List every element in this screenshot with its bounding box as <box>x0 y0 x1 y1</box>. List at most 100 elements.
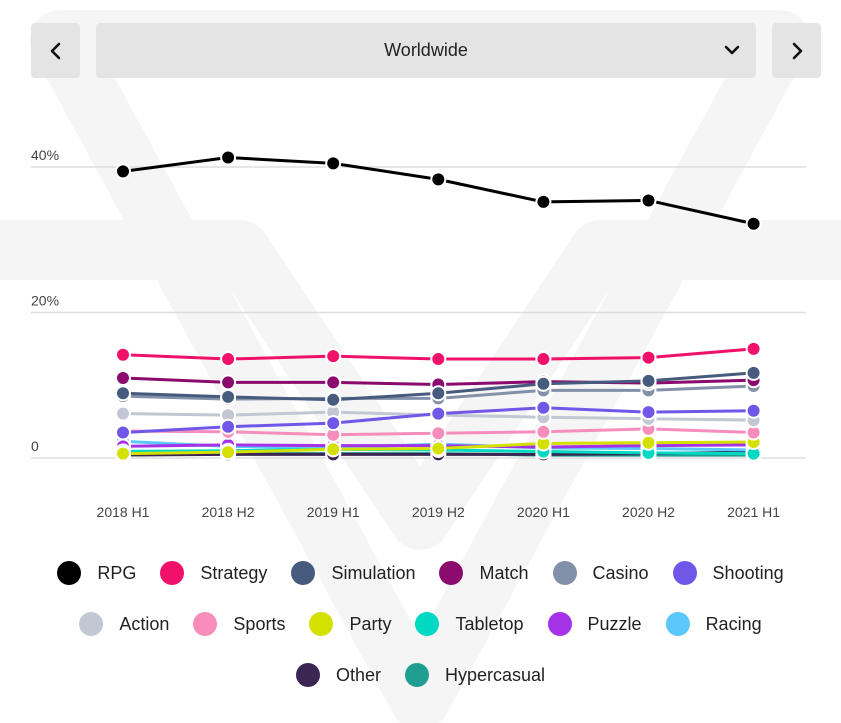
legend-row: RPG Strategy Simulation Match Casino Shooting <box>0 555 841 591</box>
data-point-simulation[interactable] <box>535 375 552 392</box>
data-point-rpg[interactable] <box>220 149 237 166</box>
legend-label: Action <box>119 613 170 634</box>
data-point-shooting[interactable] <box>745 402 762 419</box>
legend-item-sports[interactable]: Sports <box>193 612 285 636</box>
data-point-party[interactable] <box>430 440 447 457</box>
legend-swatch-shooting <box>672 561 697 585</box>
legend-swatch-tabletop <box>415 612 440 636</box>
data-point-shooting[interactable] <box>640 404 657 421</box>
x-tick-label: 2018 H1 <box>97 504 150 520</box>
region-dropdown-label: Worldwide <box>384 40 468 60</box>
legend-item-rpg[interactable]: RPG <box>57 561 136 585</box>
data-point-rpg[interactable] <box>745 215 762 232</box>
legend-item-tabletop[interactable]: Tabletop <box>415 612 524 636</box>
legend-item-action[interactable]: Action <box>79 612 169 636</box>
legend-item-other[interactable]: Other <box>295 663 381 687</box>
data-point-simulation[interactable] <box>430 385 447 402</box>
legend-swatch-simulation <box>291 561 316 585</box>
legend-swatch-other <box>295 663 320 687</box>
legend-swatch-rpg <box>57 561 82 585</box>
legend-swatch-strategy <box>160 561 185 585</box>
legend-item-match[interactable]: Match <box>439 561 529 585</box>
legend-label: Casino <box>592 562 649 583</box>
data-point-strategy[interactable] <box>745 340 762 357</box>
data-point-rpg[interactable] <box>325 155 342 172</box>
data-point-shooting[interactable] <box>430 405 447 422</box>
x-tick-label: 2020 H1 <box>517 504 570 520</box>
legend-item-racing[interactable]: Racing <box>665 612 762 636</box>
legend-label: RPG <box>97 562 137 583</box>
legend-item-strategy[interactable]: Strategy <box>160 561 267 585</box>
data-point-action[interactable] <box>115 405 131 422</box>
data-point-party[interactable] <box>640 434 657 451</box>
data-point-rpg[interactable] <box>640 192 657 209</box>
data-point-match[interactable] <box>220 374 237 391</box>
legend-label: Simulation <box>331 562 416 583</box>
legend-swatch-action <box>79 612 104 636</box>
legend-item-simulation[interactable]: Simulation <box>291 561 415 585</box>
data-point-simulation[interactable] <box>220 388 237 405</box>
chevron-down-icon <box>724 45 740 55</box>
legend-row: Other Hypercasual <box>0 657 841 693</box>
x-tick-label: 2018 H2 <box>202 504 255 520</box>
data-point-sports[interactable] <box>430 425 447 442</box>
legend-label: Party <box>349 613 392 634</box>
data-point-shooting[interactable] <box>325 415 342 432</box>
legend-label: Sports <box>233 613 286 634</box>
x-tick-label: 2019 H1 <box>307 504 360 520</box>
data-point-match[interactable] <box>325 374 342 391</box>
data-point-simulation[interactable] <box>115 385 131 402</box>
legend-label: Shooting <box>712 562 784 583</box>
x-tick-label: 2021 H1 <box>727 504 780 520</box>
legend-item-party[interactable]: Party <box>309 612 391 636</box>
data-point-simulation[interactable] <box>745 364 762 381</box>
data-point-rpg[interactable] <box>430 171 447 188</box>
data-point-simulation[interactable] <box>325 391 342 408</box>
line-chart: 0 20% 40% 2018 H1 2018 H2 2019 H1 2019 H2 2020… <box>31 147 806 520</box>
region-dropdown[interactable]: Worldwide <box>96 23 756 78</box>
data-point-shooting[interactable] <box>115 424 131 441</box>
legend-item-casino[interactable]: Casino <box>552 561 649 585</box>
previous-button[interactable] <box>31 23 80 78</box>
legend-item-puzzle[interactable]: Puzzle <box>547 612 642 636</box>
data-point-strategy[interactable] <box>325 348 342 365</box>
y-tick-label: 0 <box>31 438 39 454</box>
legend-swatch-party <box>309 612 334 636</box>
legend-label: Puzzle <box>587 613 642 634</box>
chart-legend: RPG Strategy Simulation Match Casino Shooting… <box>0 555 841 708</box>
x-tick-label: 2019 H2 <box>412 504 465 520</box>
data-point-party[interactable] <box>325 441 342 458</box>
legend-item-hypercasual[interactable]: Hypercasual <box>404 663 545 687</box>
legend-swatch-match <box>439 561 464 585</box>
legend-swatch-casino <box>552 561 577 585</box>
legend-label: Tabletop <box>455 613 524 634</box>
chevron-right-icon <box>792 42 802 59</box>
data-point-simulation[interactable] <box>640 372 657 389</box>
data-point-strategy[interactable] <box>640 349 657 366</box>
next-button[interactable] <box>772 23 821 78</box>
data-point-shooting[interactable] <box>220 418 237 435</box>
legend-item-shooting[interactable]: Shooting <box>672 561 784 585</box>
legend-label: Racing <box>705 613 762 634</box>
data-point-match[interactable] <box>115 369 131 386</box>
data-point-strategy[interactable] <box>430 351 447 368</box>
data-point-rpg[interactable] <box>535 193 552 210</box>
legend-label: Other <box>335 664 381 685</box>
legend-label: Match <box>479 562 529 583</box>
chevron-left-icon <box>50 42 60 59</box>
data-point-strategy[interactable] <box>535 351 552 368</box>
legend-label: Strategy <box>200 562 268 583</box>
data-point-sports[interactable] <box>535 423 552 440</box>
data-point-party[interactable] <box>115 445 131 462</box>
data-point-strategy[interactable] <box>115 346 131 363</box>
data-point-strategy[interactable] <box>220 351 237 368</box>
y-tick-label: 20% <box>31 293 59 309</box>
data-point-rpg[interactable] <box>115 163 131 180</box>
data-point-shooting[interactable] <box>535 399 552 416</box>
data-point-party[interactable] <box>220 444 237 461</box>
legend-swatch-puzzle <box>547 612 572 636</box>
y-tick-label: 40% <box>31 147 59 163</box>
legend-swatch-sports <box>193 612 218 636</box>
legend-row: Action Sports Party Tabletop Puzzle Racing <box>0 606 841 642</box>
legend-swatch-racing <box>665 612 690 636</box>
